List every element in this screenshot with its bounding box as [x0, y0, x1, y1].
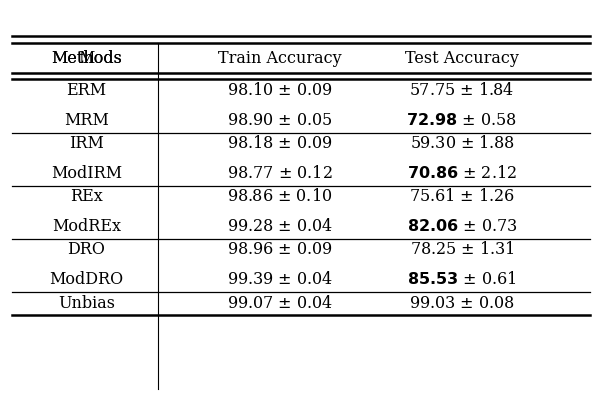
Text: 99.28 $\pm$ 0.04: 99.28 $\pm$ 0.04 [227, 217, 333, 234]
Text: 99.07 $\pm$ 0.04: 99.07 $\pm$ 0.04 [227, 294, 333, 311]
Text: 78.25 $\pm$ 1.31: 78.25 $\pm$ 1.31 [409, 241, 514, 258]
Text: ModIRM: ModIRM [51, 164, 122, 181]
Text: 98.18 $\pm$ 0.09: 98.18 $\pm$ 0.09 [227, 134, 333, 151]
Text: 98.90 $\pm$ 0.05: 98.90 $\pm$ 0.05 [227, 111, 333, 128]
Text: 98.86 $\pm$ 0.10: 98.86 $\pm$ 0.10 [228, 188, 333, 205]
Text: 98.96 $\pm$ 0.09: 98.96 $\pm$ 0.09 [227, 241, 333, 258]
Text: Methods: Methods [51, 49, 122, 66]
Text: ModREx: ModREx [52, 217, 121, 234]
Text: M: M [78, 49, 95, 66]
Text: 99.39 $\pm$ 0.04: 99.39 $\pm$ 0.04 [227, 271, 333, 288]
Text: Unbias: Unbias [58, 294, 115, 311]
Text: REx: REx [70, 188, 103, 205]
Text: Test Accuracy: Test Accuracy [405, 49, 519, 66]
Text: 57.75 $\pm$ 1.84: 57.75 $\pm$ 1.84 [409, 81, 514, 98]
Text: 59.30 $\pm$ 1.88: 59.30 $\pm$ 1.88 [409, 134, 514, 151]
Text: $\mathbf{72.98}$ $\pm$ 0.58: $\mathbf{72.98}$ $\pm$ 0.58 [406, 111, 517, 128]
Text: $\mathbf{82.06}$ $\pm$ 0.73: $\mathbf{82.06}$ $\pm$ 0.73 [406, 217, 517, 234]
Text: $\mathbf{70.86}$ $\pm$ 2.12: $\mathbf{70.86}$ $\pm$ 2.12 [407, 164, 517, 181]
Text: 98.77 $\pm$ 0.12: 98.77 $\pm$ 0.12 [227, 164, 333, 181]
Text: 98.10 $\pm$ 0.09: 98.10 $\pm$ 0.09 [227, 81, 333, 98]
Text: ERM: ERM [66, 81, 107, 98]
Text: IRM: IRM [69, 134, 104, 151]
Text: DRO: DRO [67, 241, 105, 258]
Text: Methods: Methods [51, 49, 122, 66]
Text: 99.03 $\pm$ 0.08: 99.03 $\pm$ 0.08 [409, 294, 515, 311]
Text: $\mathbf{85.53}$ $\pm$ 0.61: $\mathbf{85.53}$ $\pm$ 0.61 [407, 271, 517, 288]
Text: ModDRO: ModDRO [49, 271, 123, 288]
Text: MRM: MRM [64, 111, 109, 128]
Text: 75.61 $\pm$ 1.26: 75.61 $\pm$ 1.26 [409, 188, 515, 205]
Text: Train Accuracy: Train Accuracy [218, 49, 342, 66]
